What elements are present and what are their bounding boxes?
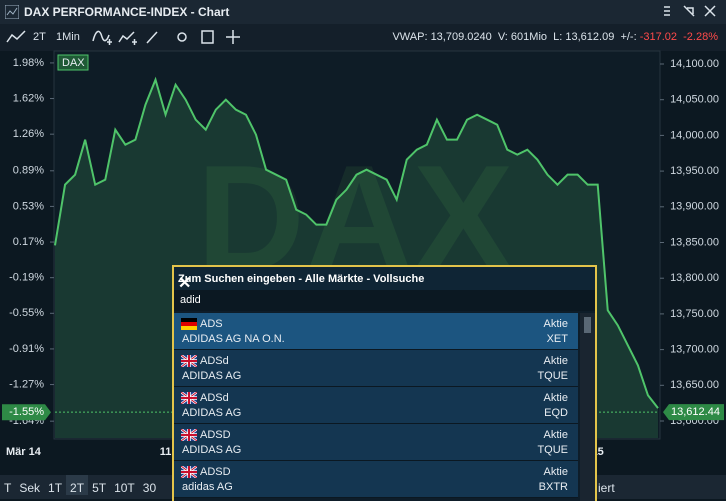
legend-box [57, 54, 89, 71]
result-exchange: BXTR [538, 481, 568, 493]
timeframe-button[interactable]: 2T [66, 475, 89, 495]
result-row[interactable]: ADS ADIDAS AG NA O.N. Aktie XET [174, 313, 578, 350]
current-y2-tag [2, 404, 51, 421]
flag-icon [181, 466, 197, 478]
result-symbol: ADSD [200, 466, 231, 478]
result-symbol: ADSd [200, 355, 229, 367]
y-tick-label: 13,800.00 [670, 272, 719, 284]
y-tick-label: 14,000.00 [670, 129, 719, 141]
y2-tick-label: 0.17% [13, 236, 44, 248]
search-title: Zum Suchen eingeben - Alle Märkte - Voll… [178, 273, 425, 285]
result-symbol: ADSd [200, 392, 229, 404]
line [54, 76, 659, 409]
result-row[interactable]: ADSD adidas AG Aktie BXTR [174, 461, 578, 498]
stat-value: -317.02 [639, 31, 678, 43]
result-symbol: ADSD [200, 429, 231, 441]
result-row[interactable]: ADSD ADIDAS AG Aktie TQUE [174, 424, 578, 461]
legend-label: DAX [62, 57, 85, 69]
stat-label: L: [553, 31, 563, 43]
stat-value: 13,709.0240 [430, 31, 492, 43]
x-tick-label: 11 [160, 446, 172, 458]
x-tick-label: Mär 14 [6, 446, 42, 458]
result-exchange: TQUE [537, 370, 568, 382]
timeframe-button[interactable]: 30 [142, 481, 157, 495]
result-exchange: TQUE [537, 444, 568, 456]
stat-value: 601Mio [510, 31, 547, 43]
y-tick-label: 13,900.00 [670, 201, 719, 213]
y2-tick-label: 1.98% [13, 57, 44, 69]
period-button[interactable]: 2T [33, 31, 46, 43]
y-tick-label: 13,750.00 [670, 308, 719, 320]
y2-tick-label: 0.89% [13, 165, 44, 177]
toolbar: 2T 1Min VWAP: 13,709.0240 V: 601Mio L: 1… [0, 24, 726, 51]
scroll-thumb[interactable] [584, 317, 591, 333]
tool-icons[interactable] [90, 27, 240, 47]
result-name: ADIDAS AG [182, 407, 242, 419]
legend-tag: DAX [57, 54, 89, 71]
chart-type-button[interactable] [5, 28, 29, 46]
close-button[interactable]: ✕ [178, 275, 192, 292]
stat-label: +/-: [620, 31, 637, 43]
result-type: Aktie [543, 318, 568, 330]
current-y2-label: -1.55% [9, 406, 44, 418]
result-type: Aktie [543, 392, 568, 404]
result-type: Aktie [543, 466, 568, 478]
result-type: Aktie [543, 355, 568, 367]
result-name: ADIDAS AG [182, 444, 242, 456]
interval-button[interactable]: 1Min [56, 31, 80, 43]
timeframe-tail[interactable]: iert [598, 481, 615, 495]
result-exchange: XET [546, 333, 568, 345]
timeframe-button[interactable]: 1T [48, 481, 63, 495]
y2-tick-label: 1.26% [13, 128, 44, 140]
search-query: adid [180, 294, 201, 306]
result-row[interactable]: ADSd ADIDAS AG Aktie EQD [174, 387, 578, 424]
y-tick-label: 14,100.00 [670, 58, 719, 70]
stat-label: V: [497, 31, 508, 43]
result-name: adidas AG [182, 481, 233, 493]
y2-tick-label: 1.62% [13, 92, 44, 104]
flag-icon [181, 355, 197, 367]
flag-icon [181, 429, 197, 441]
timeframe-button[interactable]: T [4, 481, 12, 495]
y2-tick-label: -0.55% [9, 307, 44, 319]
window-title: DAX PERFORMANCE-INDEX - Chart [24, 5, 230, 19]
timeframe-button[interactable]: 10T [114, 481, 135, 495]
title-bar: DAX PERFORMANCE-INDEX - Chart [0, 0, 726, 24]
y-tick-label: 13,700.00 [670, 344, 719, 356]
y2-tick-label: -0.19% [9, 272, 44, 284]
y-tick-label: 13,950.00 [670, 165, 719, 177]
current-label: 13,612.44 [671, 406, 720, 418]
window-controls[interactable] [660, 4, 720, 20]
search-input[interactable]: adid [174, 290, 595, 311]
search-header: Zum Suchen eingeben - Alle Märkte - Voll… [174, 267, 595, 292]
flag-icon [181, 392, 197, 404]
result-exchange: EQD [544, 407, 568, 419]
result-name: ADIDAS AG [182, 370, 242, 382]
result-name: ADIDAS AG NA O.N. [182, 333, 285, 345]
y2-tick-label: 0.53% [13, 200, 44, 212]
stat-value: -2.28% [683, 31, 718, 43]
y-tick-label: 13,850.00 [670, 236, 719, 248]
stat-value: 13,612.09 [565, 31, 615, 43]
y-tick-label: 13,650.00 [670, 379, 719, 391]
quote-stats: VWAP: 13,709.0240 V: 601Mio L: 13,612.09… [392, 31, 718, 43]
y2-tick-label: -1.27% [9, 378, 44, 390]
y2-tick-label: -0.91% [9, 343, 44, 355]
search-dialog: Zum Suchen eingeben - Alle Märkte - Voll… [172, 265, 597, 501]
y-tick-label: 14,050.00 [670, 94, 719, 106]
stat-label: VWAP: [392, 31, 428, 43]
current-tag [663, 404, 724, 421]
scrollbar[interactable] [580, 313, 595, 501]
result-symbol: ADS [200, 318, 223, 330]
result-row[interactable]: ADSd ADIDAS AG Aktie TQUE [174, 350, 578, 387]
timeframe-button[interactable]: 5T [92, 481, 107, 495]
timeframe-button[interactable]: Sek [19, 481, 41, 495]
app-icon [5, 5, 19, 19]
result-type: Aktie [543, 429, 568, 441]
flag-icon [181, 318, 197, 330]
